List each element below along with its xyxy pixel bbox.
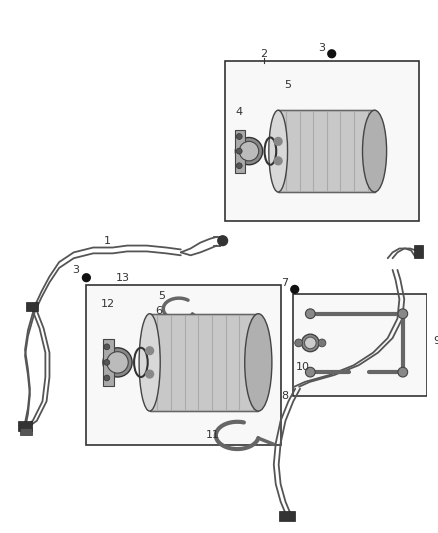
Ellipse shape [245, 314, 272, 411]
Circle shape [218, 236, 228, 246]
Ellipse shape [363, 110, 387, 192]
Bar [279, 511, 295, 521]
Circle shape [146, 370, 154, 378]
Bar [150, 314, 258, 411]
Bar [413, 245, 423, 258]
Text: 1: 1 [104, 236, 111, 246]
Circle shape [328, 50, 336, 58]
Circle shape [291, 286, 299, 293]
Text: 13: 13 [115, 273, 129, 282]
Circle shape [305, 309, 315, 319]
Ellipse shape [304, 337, 316, 349]
Text: 6: 6 [155, 306, 162, 316]
Text: 3: 3 [72, 265, 79, 275]
Circle shape [398, 367, 408, 377]
Text: 10: 10 [296, 362, 310, 372]
Circle shape [237, 148, 242, 154]
Text: 9: 9 [433, 336, 438, 346]
Bar [293, 294, 427, 397]
Ellipse shape [103, 348, 132, 377]
Bar [86, 285, 281, 445]
Bar [26, 302, 38, 311]
Text: 3: 3 [318, 43, 325, 53]
Bar [20, 427, 32, 435]
Circle shape [398, 309, 408, 319]
Circle shape [318, 339, 326, 347]
Circle shape [295, 339, 303, 347]
Bar [103, 339, 113, 386]
Ellipse shape [107, 352, 128, 373]
Bar [18, 421, 32, 431]
Text: 12: 12 [101, 299, 115, 309]
Circle shape [104, 344, 110, 350]
Text: 5: 5 [284, 80, 291, 90]
Circle shape [274, 138, 282, 146]
Circle shape [237, 163, 242, 168]
Ellipse shape [235, 138, 263, 165]
Ellipse shape [139, 314, 160, 411]
Circle shape [274, 157, 282, 165]
Text: 11: 11 [206, 431, 220, 440]
Circle shape [237, 134, 242, 140]
Circle shape [104, 359, 110, 365]
Text: 5: 5 [158, 291, 165, 301]
Bar [235, 130, 245, 173]
Ellipse shape [239, 141, 259, 161]
Ellipse shape [269, 110, 287, 192]
Bar [278, 110, 374, 192]
Text: 4: 4 [236, 107, 243, 117]
Ellipse shape [301, 334, 319, 352]
Text: 8: 8 [282, 391, 289, 401]
Text: 2: 2 [260, 49, 267, 59]
Circle shape [305, 367, 315, 377]
Circle shape [82, 274, 90, 281]
Text: 7: 7 [282, 278, 289, 288]
Bar [225, 61, 419, 221]
Circle shape [146, 347, 154, 354]
Circle shape [104, 375, 110, 381]
